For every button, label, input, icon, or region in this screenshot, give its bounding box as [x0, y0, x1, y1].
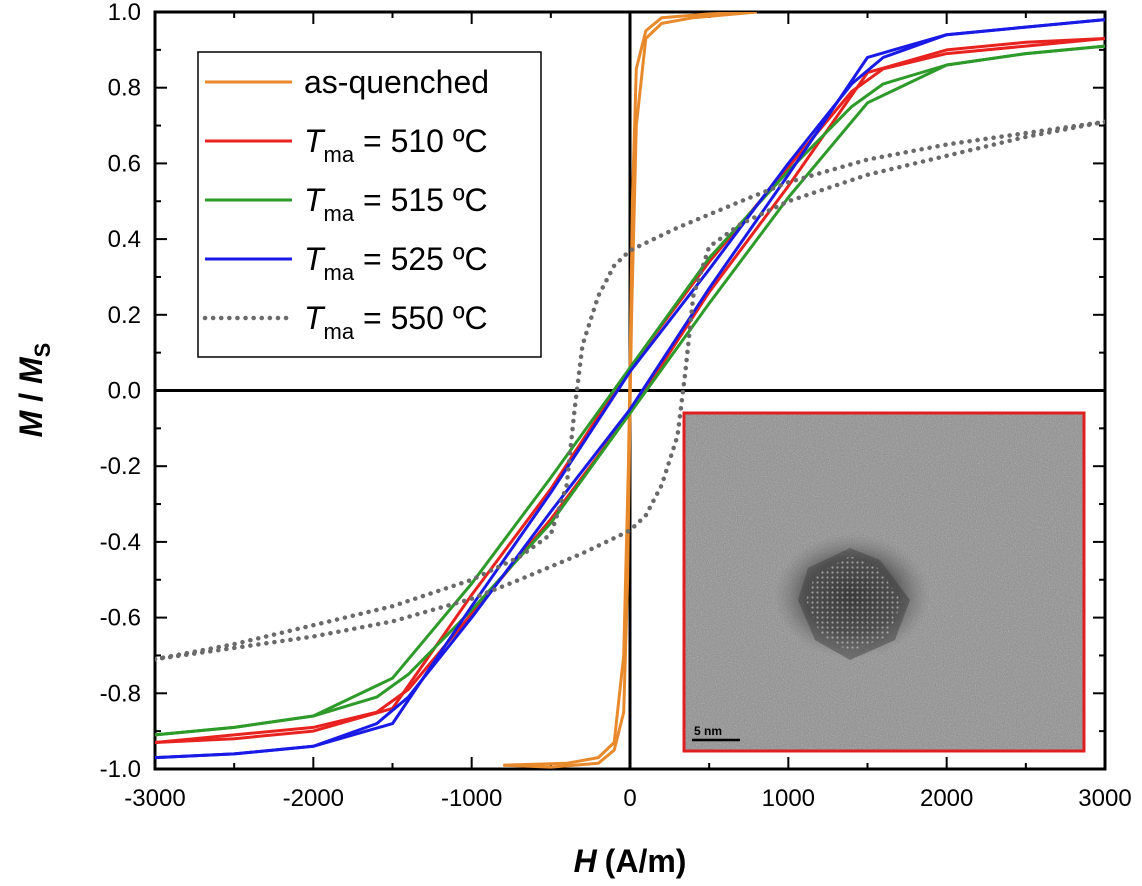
- x-tick-label: 0: [623, 785, 636, 812]
- y-tick-label: -1.0: [100, 756, 141, 783]
- legend-label: Tma = 550 ºC: [304, 300, 488, 344]
- legend-label: Tma = 525 ºC: [304, 241, 488, 285]
- x-tick-labels: -3000 -2000 -1000 0 1000 2000 3000: [124, 785, 1131, 812]
- y-tick-labels: -1.0 -0.8 -0.6 -0.4 -0.2 0.0 0.2 0.4 0.6 0.8 1.0: [100, 0, 141, 783]
- legend-label: as-quenched: [304, 64, 489, 100]
- inset-border: [682, 411, 1086, 753]
- legend: as-quenched Tma = 510 ºC Tma = 515 ºC Tma =…: [197, 51, 542, 358]
- y-axis-title: M / MS: [13, 343, 55, 438]
- x-tick-label: -3000: [124, 785, 185, 812]
- x-tick-label: 2000: [920, 785, 973, 812]
- y-tick-label: -0.2: [100, 453, 141, 480]
- x-tick-label: -2000: [283, 785, 344, 812]
- series-2-upper-branch: [155, 44, 1105, 737]
- y-tick-label: 1.0: [108, 0, 141, 26]
- legend-item: Tma = 515 ºC: [205, 182, 488, 226]
- legend-box: [197, 51, 542, 358]
- legend-item: Tma = 525 ºC: [205, 241, 488, 285]
- y-tick-label: -0.8: [100, 680, 141, 707]
- y-tick-label: 0.8: [108, 75, 141, 102]
- series-2-lower-branch: [155, 44, 1105, 737]
- legend-item: Tma = 510 ºC: [205, 123, 488, 167]
- x-axis-title: H (A/m): [574, 843, 687, 879]
- y-tick-label: 0.0: [108, 378, 141, 405]
- axis-ticks: [154, 11, 1106, 770]
- x-tick-label: 3000: [1078, 785, 1131, 812]
- legend-label: Tma = 515 ºC: [304, 182, 488, 226]
- legend-label: Tma = 510 ºC: [304, 123, 488, 167]
- y-tick-label: -0.6: [100, 605, 141, 632]
- scale-bar-label: 5 nm: [694, 724, 722, 738]
- legend-item: as-quenched: [205, 64, 489, 100]
- y-tick-label: 0.6: [108, 150, 141, 177]
- series-3-lower-branch: [155, 18, 1105, 760]
- y-tick-label: 0.2: [108, 302, 141, 329]
- series-4-upper-branch: [155, 119, 1105, 662]
- series-layer: [155, 12, 1105, 769]
- x-tick-label: 1000: [762, 785, 815, 812]
- legend-item: Tma = 550 ºC: [202, 300, 488, 344]
- y-tick-label: -0.4: [100, 529, 141, 556]
- series-4-lower-branch: [155, 119, 1105, 662]
- y-tick-label: 0.4: [108, 226, 141, 253]
- inset-micrograph: 5 nm: [682, 411, 1086, 753]
- x-tick-label: -1000: [441, 785, 502, 812]
